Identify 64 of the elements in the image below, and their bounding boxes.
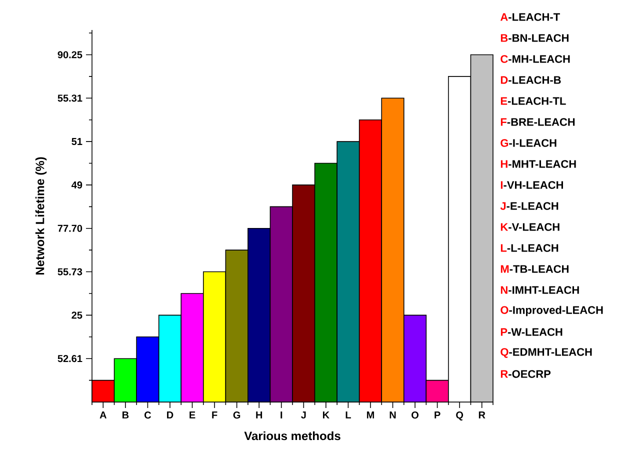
text: 51 xyxy=(72,138,82,146)
category-label: M xyxy=(500,265,509,273)
category-label: N xyxy=(500,286,508,294)
text: 77.70 xyxy=(58,224,82,232)
x-tick-label: J xyxy=(301,412,306,419)
text: -BN-LEACH xyxy=(508,34,568,42)
text: -V-LEACH xyxy=(508,223,560,231)
x-tick-label: K xyxy=(322,412,330,418)
text: 90.25 xyxy=(58,51,82,58)
text: -MHT-LEACH xyxy=(508,160,576,168)
text: -TB-LEACH xyxy=(510,265,568,273)
x-tick-label: M xyxy=(366,412,374,418)
x-tick-label: Q xyxy=(456,412,464,420)
category-label: G xyxy=(500,139,508,147)
x-tick-label: I xyxy=(280,412,282,418)
text: -LEACH-B xyxy=(508,76,561,84)
text: -OECRP xyxy=(508,370,551,378)
text: -I-LEACH xyxy=(509,139,556,147)
category-label: D xyxy=(500,76,508,84)
x-tick-label: C xyxy=(144,412,152,419)
x-tick-label: B xyxy=(122,412,129,418)
x-axis-title: Various methods xyxy=(244,431,340,440)
category-label: K xyxy=(500,223,508,231)
category-label: R xyxy=(500,370,508,378)
category-label: L xyxy=(500,244,507,252)
x-tick-label: A xyxy=(100,412,106,418)
category-label: P xyxy=(500,328,508,336)
category-label: B xyxy=(500,34,508,42)
text: 52.61 xyxy=(58,355,82,362)
category-label: E xyxy=(500,97,508,105)
text: -MH-LEACH xyxy=(508,55,570,63)
text: -LEACH-T xyxy=(508,13,560,21)
x-tick-label: E xyxy=(190,412,196,418)
x-tick-label: N xyxy=(390,412,396,418)
text: -Improved-LEACH xyxy=(509,306,603,316)
x-tick-label: R xyxy=(478,412,486,418)
category-label: F xyxy=(500,118,507,126)
x-tick-label: O xyxy=(412,412,418,419)
category-label: C xyxy=(500,55,508,63)
text: 55.73 xyxy=(58,268,82,276)
text: -BRE-LEACH xyxy=(507,118,575,126)
text: -W-LEACH xyxy=(508,328,562,336)
category-label: O xyxy=(500,306,508,314)
text: 55.31 xyxy=(58,94,82,102)
text: -VH-LEACH xyxy=(504,181,564,189)
x-tick-label: P xyxy=(434,412,440,418)
x-tick-label: F xyxy=(212,412,218,418)
x-tick-label: H xyxy=(256,412,262,418)
text: -LEACH-TL xyxy=(508,97,566,105)
text: -L-LEACH xyxy=(507,244,558,252)
x-tick-label: D xyxy=(167,412,174,418)
y-axis-title: Network Lifetime (%) xyxy=(35,157,47,275)
category-label: J xyxy=(500,202,506,210)
category-label: A xyxy=(500,13,508,21)
text: -EDMHT-LEACH xyxy=(509,348,592,356)
category-label: I xyxy=(500,181,503,189)
category-label: Q xyxy=(500,348,508,358)
text: 49 xyxy=(72,181,82,188)
text: -IMHT-LEACH xyxy=(508,286,579,294)
x-tick-label: L xyxy=(346,412,351,418)
text: 25 xyxy=(72,312,82,319)
text: -E-LEACH xyxy=(506,202,558,210)
x-tick-label: G xyxy=(233,412,240,419)
category-label: H xyxy=(500,160,508,168)
